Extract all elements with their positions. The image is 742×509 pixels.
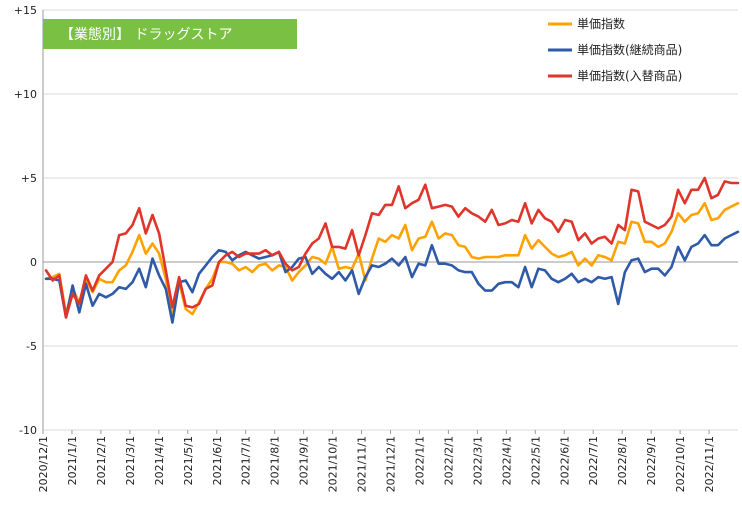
x-tick-label: 2021/1/1 xyxy=(66,436,79,485)
x-tick-label: 2021/9/1 xyxy=(298,436,311,485)
x-tick-label: 2021/6/1 xyxy=(211,436,224,485)
series-line-1 xyxy=(44,230,740,324)
chart-title: 【業態別】 ドラッグストア xyxy=(60,27,232,43)
y-tick-label: +10 xyxy=(14,88,37,101)
x-tick-label: 2021/3/1 xyxy=(124,436,137,485)
legend-label: 単価指数 xyxy=(577,16,625,31)
x-axis-ticks: 2020/12/1 2021/1/1 2021/2/1 2021/3/1 2021/4/… xyxy=(37,430,716,492)
x-tick-label: 2022/8/1 xyxy=(616,436,629,485)
chart-title-box: 【業態別】 ドラッグストア xyxy=(43,19,297,49)
y-axis-ticks: +15 +10 +5 0 -5 -10 xyxy=(14,4,37,437)
series-line-0 xyxy=(44,201,740,319)
legend-label: 単価指数(継続商品) xyxy=(577,42,682,57)
x-tick-label: 2022/10/1 xyxy=(674,436,687,492)
x-tick-label: 2021/5/1 xyxy=(182,436,195,485)
y-tick-label: -5 xyxy=(26,340,37,353)
x-tick-label: 2021/12/1 xyxy=(385,436,398,492)
y-tick-label: +15 xyxy=(14,4,37,17)
x-tick-label: 2022/1/1 xyxy=(413,436,426,485)
x-tick-label: 2021/8/1 xyxy=(269,436,282,485)
x-tick-label: 2021/10/1 xyxy=(327,436,340,492)
x-tick-label: 2020/12/1 xyxy=(37,436,50,492)
x-tick-label: 2022/5/1 xyxy=(529,436,542,485)
x-tick-label: 2021/7/1 xyxy=(240,436,253,485)
x-tick-label: 2022/6/1 xyxy=(558,436,571,485)
x-tick-label: 2021/11/1 xyxy=(356,436,369,492)
series-lines xyxy=(44,176,740,324)
x-tick-label: 2022/3/1 xyxy=(471,436,484,485)
x-tick-label: 2022/7/1 xyxy=(587,436,600,485)
x-tick-label: 2021/4/1 xyxy=(153,436,166,485)
y-tick-label: 0 xyxy=(30,256,37,269)
x-tick-label: 2022/2/1 xyxy=(442,436,455,485)
y-tick-label: +5 xyxy=(21,172,37,185)
series-line-2 xyxy=(44,176,740,319)
y-tick-label: -10 xyxy=(19,424,37,437)
legend-label: 単価指数(入替商品) xyxy=(577,68,682,83)
x-tick-label: 2022/4/1 xyxy=(500,436,513,485)
x-tick-label: 2022/11/1 xyxy=(703,436,716,492)
x-tick-label: 2021/2/1 xyxy=(95,436,108,485)
x-tick-label: 2022/9/1 xyxy=(645,436,658,485)
